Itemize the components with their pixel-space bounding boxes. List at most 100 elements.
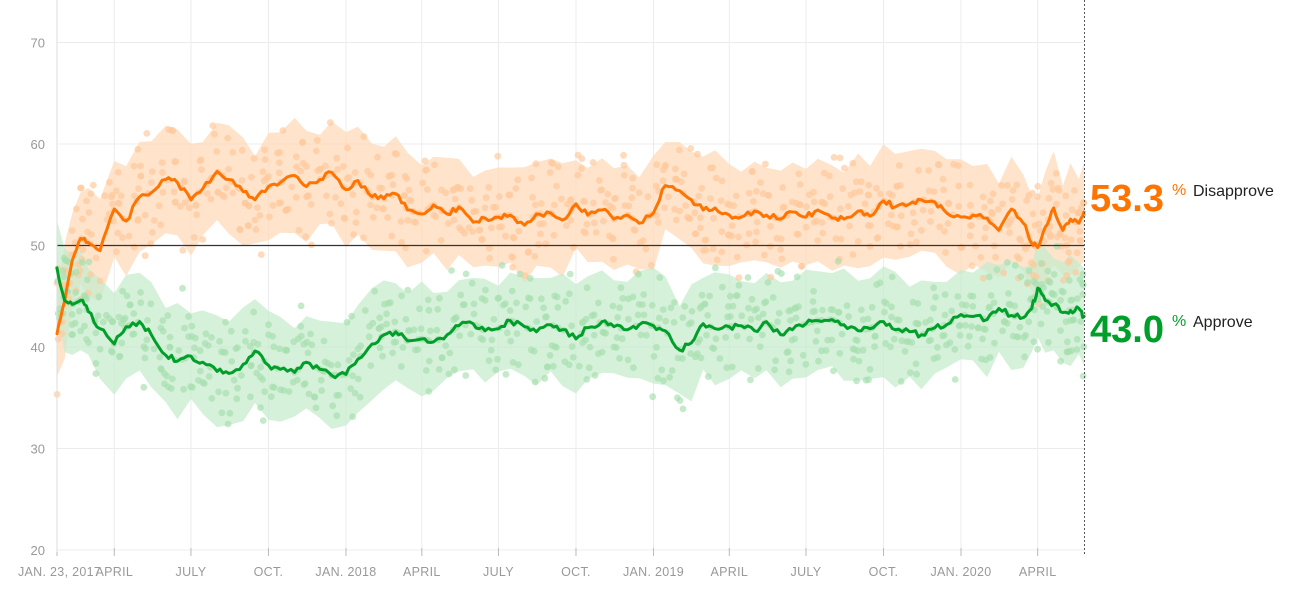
approve-poll-dot — [1043, 308, 1051, 315]
approve-poll-dot — [857, 306, 865, 314]
disapprove-poll-dot — [590, 219, 598, 227]
approve-poll-dot — [562, 298, 569, 305]
approve-poll-dot — [261, 388, 268, 395]
approve-poll-dot — [265, 321, 272, 329]
disapprove-poll-dot — [590, 199, 597, 207]
disapprove-poll-dot — [1076, 228, 1084, 235]
approve-poll-dot — [974, 324, 982, 332]
approve-poll-dot — [526, 275, 534, 282]
disapprove-poll-dot — [1034, 182, 1042, 190]
disapprove-poll-dot — [745, 189, 753, 197]
disapprove-poll-dot — [509, 264, 516, 271]
disapprove-poll-dot — [257, 251, 265, 258]
approve-poll-dot — [624, 356, 632, 364]
approve-poll-dot — [873, 281, 880, 288]
approve-poll-dot — [451, 315, 459, 322]
approve-poll-dot — [106, 315, 113, 322]
disapprove-poll-dot — [837, 235, 845, 243]
disapprove-poll-dot — [893, 183, 900, 190]
approve-poll-dot — [267, 393, 275, 401]
approve-poll-dot — [479, 336, 487, 344]
disapprove-poll-dot — [1006, 229, 1013, 237]
approve-poll-dot — [1039, 303, 1047, 311]
approve-poll-dot — [462, 270, 470, 278]
approve-poll-dot — [130, 310, 138, 317]
disapprove-poll-dot — [485, 184, 493, 191]
disapprove-poll-dot — [753, 187, 760, 195]
approve-poll-dot — [166, 343, 174, 351]
approve-poll-dot — [630, 364, 637, 372]
disapprove-poll-dot — [143, 130, 151, 137]
approve-poll-dot — [383, 320, 390, 328]
disapprove-poll-dot — [563, 222, 570, 230]
disapprove-poll-dot — [981, 234, 989, 242]
disapprove-poll-dot — [819, 229, 827, 237]
disapprove-poll-dot — [108, 193, 115, 201]
approve-poll-dot — [350, 351, 357, 359]
approve-poll-dot — [137, 299, 145, 307]
disapprove-poll-dot — [733, 253, 741, 261]
approve-poll-dot — [838, 330, 846, 338]
approve-poll-dot — [729, 302, 737, 310]
approve-poll-dot — [333, 392, 340, 399]
approve-poll-dot — [508, 287, 516, 295]
disapprove-poll-dot — [350, 231, 357, 238]
approve-poll-dot — [999, 327, 1006, 335]
approve-poll-dot — [569, 353, 577, 361]
approve-poll-dot — [990, 299, 998, 307]
disapprove-poll-dot — [451, 195, 459, 203]
approve-poll-dot — [222, 389, 230, 397]
disapprove-poll-dot — [421, 157, 429, 165]
disapprove-poll-dot — [629, 184, 636, 192]
approve-poll-dot — [634, 311, 642, 319]
disapprove-poll-dot — [977, 254, 985, 261]
approve-poll-dot — [391, 318, 399, 326]
disapprove-poll-dot — [934, 161, 942, 168]
disapprove-poll-dot — [423, 186, 431, 193]
approve-poll-dot — [554, 304, 562, 311]
disapprove-poll-dot — [979, 274, 987, 282]
approve-poll-dot — [427, 327, 434, 335]
disapprove-poll-dot — [1044, 228, 1052, 236]
approve-poll-dot — [1073, 335, 1081, 343]
approve-poll-dot — [96, 345, 104, 353]
approve-poll-dot — [227, 327, 235, 335]
approve-poll-dot — [696, 304, 704, 312]
approve-poll-dot — [188, 322, 196, 330]
approve-poll-dot — [85, 258, 93, 266]
disapprove-poll-dot — [525, 248, 532, 256]
disapprove-poll-dot — [596, 177, 603, 184]
approve-poll-dot — [583, 376, 591, 383]
approve-poll-dot — [349, 372, 357, 380]
disapprove-poll-dot — [159, 169, 166, 176]
disapprove-poll-dot — [137, 162, 144, 170]
disapprove-poll-dot — [531, 252, 539, 260]
disapprove-poll-dot — [114, 229, 122, 237]
approve-poll-dot — [307, 330, 314, 338]
approve-poll-dot — [192, 334, 199, 342]
disapprove-poll-dot — [648, 261, 655, 269]
disapprove-poll-dot — [293, 163, 300, 171]
disapprove-poll-dot — [1072, 269, 1080, 276]
approve-poll-dot — [499, 301, 507, 309]
approve-poll-dot — [191, 344, 198, 352]
disapprove-poll-dot — [367, 201, 374, 209]
approve-poll-dot — [1050, 271, 1058, 278]
disapprove-poll-dot — [713, 256, 721, 264]
disapprove-poll-dot — [897, 243, 904, 250]
approve-poll-dot — [993, 266, 1001, 274]
disapprove-poll-dot — [203, 190, 211, 197]
approve-poll-dot — [333, 412, 341, 420]
approve-poll-dot — [119, 287, 126, 295]
disapprove-callout: 53.3 % Disapprove — [1090, 178, 1274, 220]
approve-poll-dot — [599, 328, 607, 336]
approve-poll-dot — [829, 306, 837, 314]
y-tick-label: 20 — [31, 543, 45, 558]
disapprove-poll-dot — [608, 234, 616, 242]
approve-poll-dot — [1025, 267, 1033, 275]
approve-poll-dot — [787, 357, 794, 365]
approve-poll-dot — [456, 332, 463, 340]
disapprove-poll-dot — [554, 163, 562, 171]
disapprove-poll-dot — [328, 219, 335, 227]
disapprove-label: Disapprove — [1193, 183, 1274, 200]
